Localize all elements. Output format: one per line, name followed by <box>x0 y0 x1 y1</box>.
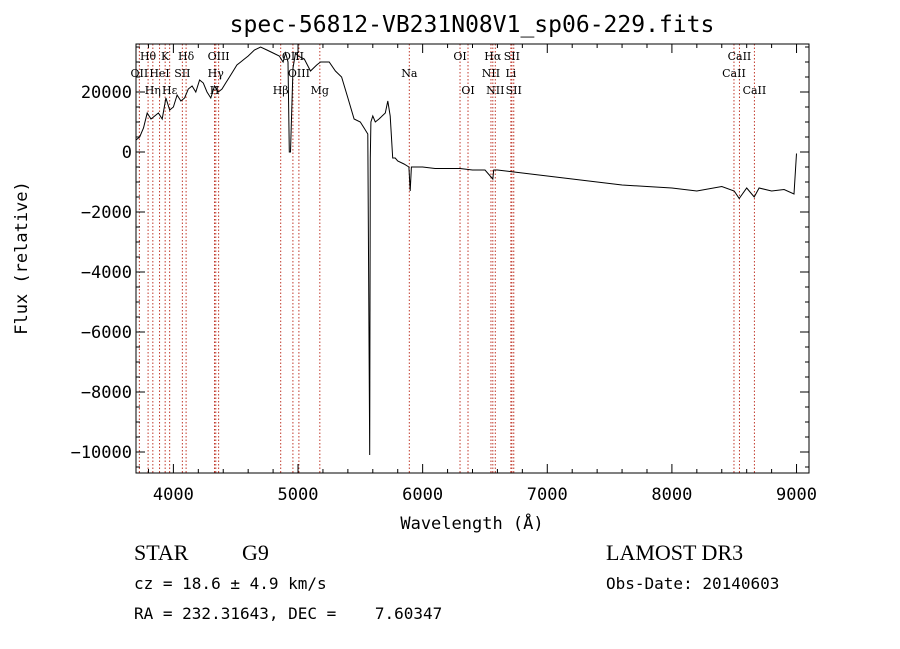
y-tick-label-4: −2000 <box>81 203 132 223</box>
line-label-7: Hδ <box>178 50 195 63</box>
line-label-10: H <box>210 84 220 97</box>
object-class: STAR <box>134 540 189 565</box>
line-label-11: Hβ <box>273 84 289 97</box>
emission-line-markers <box>138 44 755 473</box>
line-label-20: NII <box>486 84 504 97</box>
x-tick-label-5: 9000 <box>776 485 817 505</box>
x-axis-label: Wavelength (Å) <box>400 512 543 534</box>
y-tick-label-1: −8000 <box>81 383 132 403</box>
flux-series-line <box>135 46 797 456</box>
object-subclass: G9 <box>242 540 269 565</box>
line-label-2: Hη <box>145 84 161 97</box>
x-tick-label-2: 6000 <box>402 485 443 505</box>
line-label-17: OI <box>461 84 474 97</box>
y-tick-label-3: −4000 <box>81 263 132 283</box>
line-label-5: K <box>161 50 170 63</box>
line-label-12: OIII <box>282 50 304 63</box>
line-label-0: Hθ <box>140 50 157 63</box>
line-label-13: OIII <box>288 67 310 80</box>
line-label-22: Li <box>505 67 516 80</box>
line-label-23: SII <box>506 84 522 97</box>
line-label-24: CaII <box>728 50 752 63</box>
ra-dec-coordinates: RA = 232.31643, DEC = 7.60347 <box>134 604 443 623</box>
line-label-15: Na <box>401 67 418 80</box>
plot-frame <box>135 43 810 474</box>
y-tick-label-2: −6000 <box>81 323 132 343</box>
y-tick-label-6: 20000 <box>81 83 132 103</box>
line-label-9: Hγ <box>208 67 225 80</box>
line-label-14: Mg <box>311 84 329 97</box>
y-axis-ticks: −10000 −8000 −6000 −4000 −2000 0 20000 <box>71 46 809 468</box>
y-axis-label: Flux (relative) <box>12 181 32 335</box>
line-label-4: Hε <box>162 84 178 97</box>
line-label-26: CaII <box>743 84 767 97</box>
line-label-3: HeI <box>149 67 169 80</box>
y-tick-label-5: 0 <box>122 143 132 163</box>
chart-title: spec-56812-VB231N08V1_sp06-229.fits <box>230 12 715 38</box>
line-label-19: NII <box>482 67 500 80</box>
redshift-cz: cz = 18.6 ± 4.9 km/s <box>134 574 327 593</box>
line-label-1: OII <box>131 67 149 80</box>
survey-name: LAMOST DR3 <box>606 540 744 565</box>
x-axis-ticks: 4000 5000 6000 7000 8000 9000 <box>147 44 817 505</box>
x-tick-label-4: 8000 <box>651 485 692 505</box>
line-label-25: CaII <box>722 67 746 80</box>
x-tick-label-1: 5000 <box>278 485 319 505</box>
line-label-8: OIII <box>208 50 230 63</box>
x-tick-label-3: 7000 <box>527 485 568 505</box>
observation-date: Obs-Date: 20140603 <box>606 574 780 593</box>
x-tick-label-0: 4000 <box>153 485 194 505</box>
y-tick-label-0: −10000 <box>71 443 132 463</box>
line-label-6: SII <box>174 67 190 80</box>
line-label-18: Hα <box>484 50 502 63</box>
line-label-16: OI <box>453 50 466 63</box>
line-label-21: SII <box>504 50 520 63</box>
